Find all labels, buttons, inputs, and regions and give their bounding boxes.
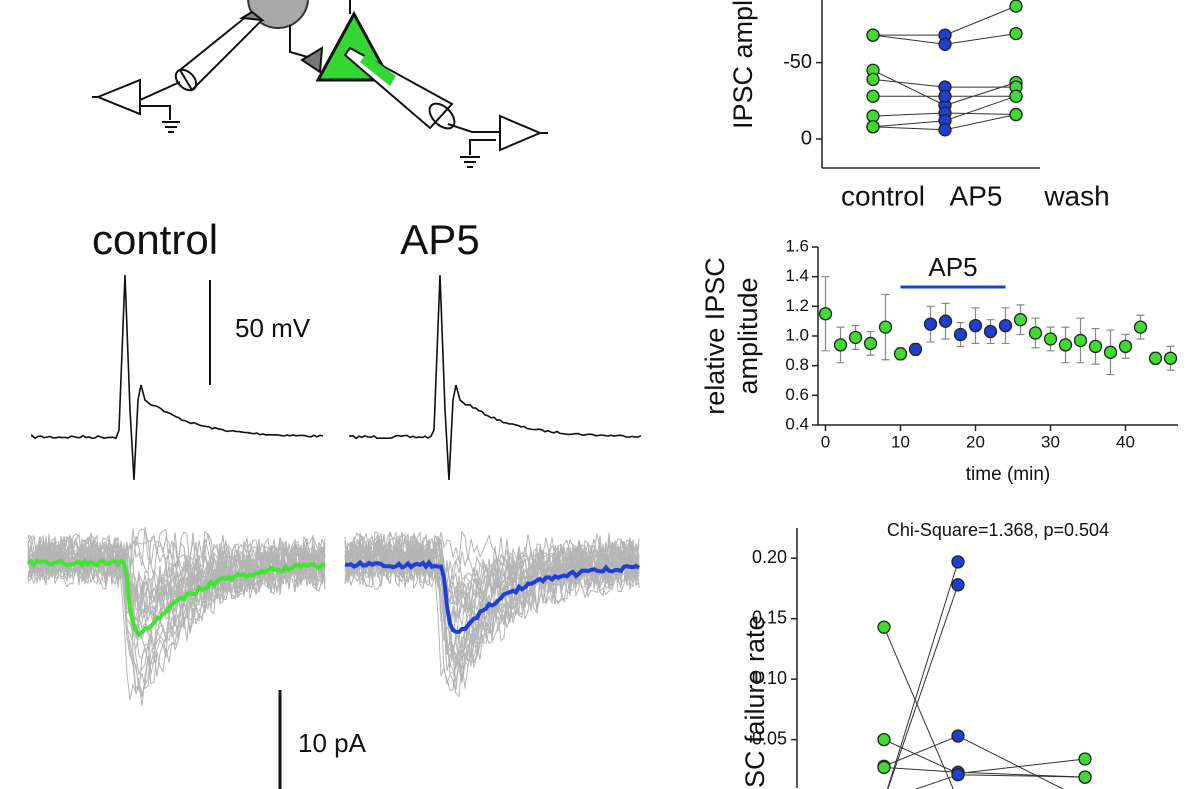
dot <box>951 578 965 592</box>
y-tick-label: 0.05 <box>752 728 787 748</box>
dot <box>1009 89 1023 103</box>
connector <box>886 561 959 789</box>
mean-trace <box>26 558 326 638</box>
dot <box>1073 333 1088 348</box>
dot <box>998 318 1013 333</box>
dot <box>951 555 965 569</box>
x-axis-label: time (min) <box>966 464 1050 485</box>
dot <box>1028 326 1043 340</box>
y-tick-label: 0.6 <box>785 385 809 404</box>
dot <box>1148 351 1163 365</box>
x-tick-label: 40 <box>1116 432 1135 451</box>
plot-area <box>866 0 1023 137</box>
dot <box>1043 332 1058 346</box>
dot <box>951 768 965 782</box>
trace-title: control <box>92 216 218 263</box>
dot <box>866 120 880 134</box>
sweep <box>344 540 640 684</box>
dot <box>1163 351 1178 365</box>
schematic <box>92 0 548 168</box>
y-axis-label: SC failure rate <box>740 615 770 788</box>
dot <box>1058 338 1073 352</box>
dot <box>1088 339 1103 354</box>
dot <box>818 307 833 321</box>
dot <box>866 89 880 103</box>
y-tick-label: -50 <box>783 51 812 73</box>
connector <box>883 627 954 789</box>
y-tick-label: 0.15 <box>752 607 787 627</box>
dot <box>1078 770 1092 784</box>
dot <box>848 330 863 345</box>
y-tick-label: 0 <box>801 127 812 149</box>
voltage-trace <box>31 274 324 481</box>
dot <box>878 320 893 334</box>
x-tick-label: control <box>841 180 925 211</box>
connector <box>914 774 1086 789</box>
y-tick-label: 1.0 <box>785 325 809 344</box>
dot <box>1009 0 1023 13</box>
axes <box>817 247 1178 426</box>
dot <box>863 336 878 351</box>
dot <box>866 28 880 42</box>
y-tick-label: 0.10 <box>752 668 787 688</box>
sweep <box>344 541 640 619</box>
dot <box>953 327 968 342</box>
y-tick-label: 0.4 <box>785 414 809 433</box>
x-tick-label: 10 <box>891 432 910 451</box>
annotation-text: AP5 <box>928 252 977 282</box>
traces <box>26 274 642 707</box>
dot <box>877 760 891 775</box>
dot <box>938 89 952 103</box>
x-tick-label: 0 <box>821 432 830 451</box>
dot <box>908 342 923 357</box>
dot <box>833 338 848 352</box>
dot <box>968 318 983 333</box>
connector <box>883 739 1086 775</box>
sweep <box>27 542 326 608</box>
dot <box>1118 339 1133 354</box>
scale-label: 50 mV <box>235 313 311 343</box>
plot-area <box>877 555 1092 789</box>
dot <box>938 123 952 137</box>
y-tick-label: 1.2 <box>785 296 809 315</box>
dot <box>938 37 952 51</box>
dot <box>1009 26 1023 41</box>
dot <box>893 347 908 361</box>
scale-label: 10 pA <box>298 728 367 758</box>
dot <box>877 620 891 634</box>
dot <box>923 317 938 331</box>
dot <box>938 314 953 328</box>
dot <box>1103 345 1118 359</box>
y-tick-label: 1.6 <box>785 236 809 255</box>
x-tick-label: 30 <box>1041 432 1060 451</box>
dot <box>1133 320 1148 334</box>
y-axis-label: amplitude <box>733 277 763 394</box>
dot <box>866 72 880 87</box>
sweep <box>27 543 326 637</box>
connector <box>887 584 959 789</box>
dot <box>951 729 965 743</box>
mean-trace <box>344 559 641 635</box>
y-tick-label: 0.8 <box>785 355 809 374</box>
dot <box>877 732 891 747</box>
y-tick-label: 1.4 <box>785 266 809 285</box>
dot <box>983 324 998 339</box>
dot <box>1013 313 1028 327</box>
y-axis-label: relative IPSC <box>700 257 730 415</box>
x-tick-label: AP5 <box>950 180 1003 211</box>
dot <box>1009 107 1023 122</box>
x-tick-label: wash <box>1043 180 1109 211</box>
trace-title: AP5 <box>400 216 479 263</box>
x-tick-label: 20 <box>966 432 985 451</box>
y-axis-label: IPSC ampl <box>728 0 758 129</box>
dot <box>1078 752 1092 766</box>
subtitle: Chi-Square=1.368, p=0.504 <box>887 520 1109 540</box>
voltage-trace <box>349 274 642 481</box>
sweep <box>344 539 640 614</box>
y-tick-label: 0.20 <box>752 547 787 567</box>
